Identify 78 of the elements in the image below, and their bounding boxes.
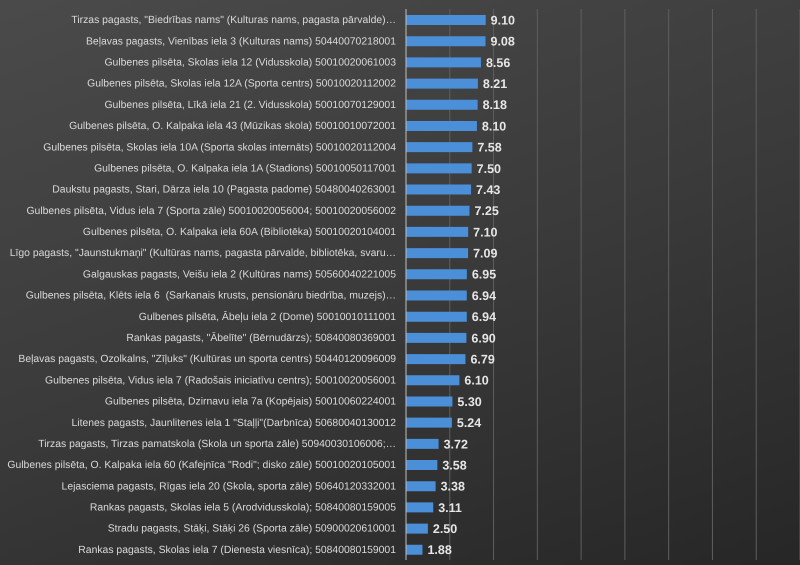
bar bbox=[406, 163, 472, 174]
y-tick-label: Rankas pagasts, "Ābelīte" (Bērnudārzs); 50840080369001 bbox=[126, 332, 396, 344]
y-tick-label: Lejasciema pagasts, Rīgas iela 20 (Skola, sporta zāle) 50640120332001 bbox=[62, 481, 396, 492]
y-tick-label: Beļavas pagasts, Vienības iela 3 (Kulturas nams) 50440070218001 bbox=[86, 36, 396, 48]
data-label: 9.08 bbox=[490, 34, 515, 49]
bar bbox=[406, 206, 470, 216]
data-label: 7.43 bbox=[476, 182, 500, 197]
data-label: 8.56 bbox=[486, 56, 510, 70]
y-tick-label: Gulbenes pilsēta, Ābeļu iela 2 (Dome) 50010010111001 bbox=[138, 310, 396, 323]
bar bbox=[406, 438, 439, 449]
bar bbox=[406, 481, 436, 492]
y-tick-label: Gulbenes pilsēta, Skolas iela 12A (Sporta centrs) 50010020112002 bbox=[87, 78, 396, 90]
data-label: 7.10 bbox=[473, 225, 498, 240]
bar bbox=[406, 36, 486, 46]
y-tick-label: Litenes pagasts, Jaunlitenes iela 1 "Staļļi"(Darbnīca) 50680040130012 bbox=[71, 418, 396, 429]
bar bbox=[406, 332, 466, 343]
data-label: 6.95 bbox=[472, 268, 496, 282]
y-tick-label: Stradu pagasts, Stāķi, Stāķi 26 (Sporta zāle) 50900020610001 bbox=[108, 524, 396, 535]
data-label: 6.10 bbox=[464, 374, 489, 388]
y-tick-label: Gulbenes pilsēta, Skolas iela 10A (Sporta skolas internāts) 50010020112004 bbox=[43, 142, 396, 154]
y-tick-label: Gulbenes pilsēta, O. Kalpaka iela 60A (Bibliotēka) 50010020104001 bbox=[82, 227, 396, 238]
data-label: 3.11 bbox=[438, 500, 462, 515]
data-label: 8.21 bbox=[482, 77, 508, 92]
y-tick-label: Gulbenes pilsēta, Vidus iela 7 (Radošais iniciatīvu centrs); 50010020056001 bbox=[44, 375, 396, 386]
data-label: 7.50 bbox=[476, 162, 502, 176]
data-label: 1.88 bbox=[427, 543, 452, 558]
data-label: 9.10 bbox=[490, 13, 516, 28]
bar bbox=[406, 312, 467, 322]
y-tick-label: Gulbenes pilsēta, Klēts iela 6 (Sarkanais krusts, pensionāru biedrība, muzejs)… bbox=[26, 290, 396, 302]
bar bbox=[406, 269, 467, 280]
data-label: 6.79 bbox=[470, 352, 495, 367]
y-tick-label: Gulbenes pilsēta, Skolas iela 12 (Vidusskola) 50010020061003 bbox=[104, 57, 396, 68]
bar bbox=[406, 100, 478, 110]
y-tick-label: Gulbenes pilsēta, O. Kalpaka iela 60 (Kafejnīca "Rodi"; disko zāle) 50010020105001 bbox=[7, 460, 396, 472]
y-tick-label: Tirzas pagasts, "Biedrības nams" (Kulturas nams, pagasta pārvalde)… bbox=[71, 15, 396, 26]
data-label: 6.94 bbox=[472, 310, 496, 324]
y-tick-label: Līgo pagasts, "Jaunstukmaņi" (Kultūras nams, pagasta pārvalde, bibliotēka, svaru… bbox=[10, 248, 396, 260]
y-tick-label: Gulbenes pilsēta, O. Kalpaka iela 43 (Mūzikas skola) 50010010072001 bbox=[69, 121, 396, 132]
bar bbox=[406, 142, 472, 152]
y-tick-label: Daukstu pagasts, Stari, Dārza iela 10 (Pagasta padome) 50480040263001 bbox=[52, 184, 396, 196]
bar bbox=[406, 460, 438, 470]
data-label: 3.38 bbox=[440, 480, 465, 494]
data-label: 3.72 bbox=[444, 437, 468, 452]
bar bbox=[406, 290, 467, 300]
y-tick-label: Gulbenes pilsēta, Dzirnavu iela 7a (Kopējais) 50010060224001 bbox=[104, 396, 396, 408]
data-label: 3.58 bbox=[442, 458, 467, 472]
bar bbox=[406, 375, 460, 386]
bar bbox=[406, 120, 477, 131]
y-tick-label: Tirzas pagasts, Tirzas pamatskola (Skola un sporta zāle) 50940030106006;… bbox=[38, 438, 396, 450]
bar bbox=[406, 544, 422, 555]
data-label: 7.25 bbox=[474, 204, 499, 218]
data-label: 5.30 bbox=[457, 394, 482, 409]
bar bbox=[406, 184, 472, 195]
bar bbox=[406, 502, 434, 512]
bar bbox=[406, 248, 468, 258]
data-label: 6.94 bbox=[472, 288, 496, 303]
data-label: 2.50 bbox=[432, 522, 458, 536]
data-label: 5.24 bbox=[456, 416, 482, 430]
bar bbox=[406, 418, 452, 428]
y-tick-label: Rankas pagasts, Skolas iela 7 (Dienesta viesnīca); 50840080159001 bbox=[78, 544, 396, 556]
y-tick-label: Galgauskas pagasts, Veišu iela 2 (Kultūras nams) 50560040221005 bbox=[82, 269, 396, 280]
y-tick-label: Beļavas pagasts, Ozolkalns, "Zīļuks" (Kultūras un sporta centrs) 50440120096009 bbox=[18, 354, 396, 366]
data-label: 7.58 bbox=[477, 140, 502, 155]
bar bbox=[406, 396, 452, 406]
y-tick-label: Rankas pagasts, Skolas iela 5 (Arodvidusskola); 50840080159005 bbox=[90, 502, 396, 514]
bar bbox=[406, 78, 478, 89]
bar bbox=[406, 524, 428, 534]
data-label: 8.18 bbox=[482, 98, 507, 112]
data-label: 6.90 bbox=[471, 331, 496, 346]
data-label: 7.09 bbox=[473, 246, 498, 261]
bar bbox=[406, 57, 481, 68]
bar bbox=[406, 354, 466, 364]
bar bbox=[406, 15, 486, 25]
y-tick-label: Gulbenes pilsēta, O. Kalpaka iela 1A (Stadions) 50010050117001 bbox=[94, 163, 396, 174]
bar bbox=[406, 226, 468, 237]
y-tick-label: Gulbenes pilsēta, Līkā iela 21 (2. Vidusskola) 50010070129001 bbox=[104, 100, 396, 111]
y-tick-label: Gulbenes pilsēta, Vidus iela 7 (Sporta zāle) 50010020056004; 50010020056002 bbox=[26, 206, 396, 217]
data-label: 8.10 bbox=[482, 119, 506, 134]
